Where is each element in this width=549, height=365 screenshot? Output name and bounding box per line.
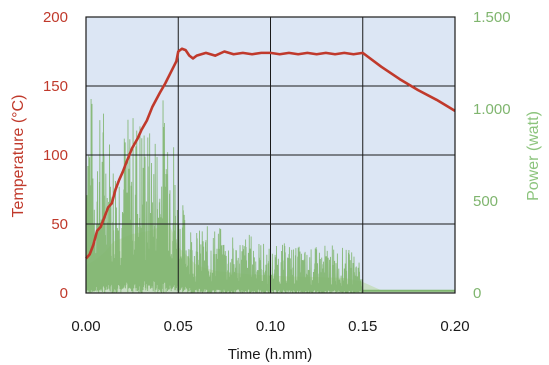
right-tick-label: 1.000 xyxy=(473,101,511,118)
x-tick-label: 0.10 xyxy=(256,318,285,335)
left-tick-label: 0 xyxy=(60,285,68,302)
power-spike-series xyxy=(85,99,455,294)
right-tick-label: 1.500 xyxy=(473,9,511,26)
power-spikes xyxy=(85,99,364,294)
x-axis-ticks: 0.00 0.05 0.10 0.15 0.20 xyxy=(71,318,469,335)
temperature-line xyxy=(85,47,456,260)
temperature-series xyxy=(85,47,456,260)
x-tick-label: 0.15 xyxy=(348,318,377,335)
x-axis-title: Time (h.mm) xyxy=(228,346,312,363)
left-tick-label: 150 xyxy=(43,78,68,95)
plot-frame xyxy=(85,16,456,294)
x-tick-label: 0.00 xyxy=(71,318,100,335)
x-tick-label: 0.05 xyxy=(164,318,193,335)
right-axis-title: Power (watt) xyxy=(525,111,542,201)
left-tick-label: 100 xyxy=(43,147,68,164)
left-axis-ticks: 0 50 100 150 200 xyxy=(43,9,68,302)
left-tick-label: 200 xyxy=(43,9,68,26)
left-tick-label: 50 xyxy=(51,216,68,233)
x-tick-label: 0.20 xyxy=(440,318,469,335)
right-tick-label: 500 xyxy=(473,193,498,210)
left-axis-title: Temperature (°C) xyxy=(10,95,27,218)
right-tick-label: 0 xyxy=(473,285,481,302)
right-axis-ticks: 0 500 1.000 1.500 xyxy=(473,9,511,302)
